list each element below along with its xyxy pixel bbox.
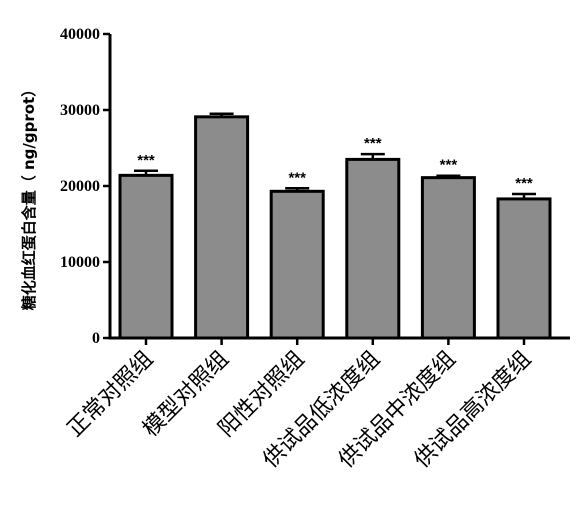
significance-marker: *** bbox=[515, 175, 533, 192]
significance-marker: *** bbox=[288, 169, 306, 186]
y-tick-label: 20000 bbox=[60, 178, 100, 195]
bar-group: *** bbox=[269, 169, 325, 340]
significance-marker: *** bbox=[364, 135, 382, 152]
bar bbox=[118, 173, 174, 340]
y-tick-label: 0 bbox=[92, 330, 100, 347]
bar bbox=[194, 115, 250, 340]
y-tick-label: 40000 bbox=[60, 26, 100, 43]
bar bbox=[269, 189, 325, 340]
y-axis-label: 糖化血红蛋白含量（ ng/gprot） bbox=[20, 82, 38, 310]
bars: *** *** *** *** *** bbox=[118, 112, 552, 340]
significance-marker: *** bbox=[440, 157, 458, 174]
bar bbox=[420, 176, 476, 340]
y-axis: 0 10000 20000 30000 40000 bbox=[60, 26, 112, 347]
bar-group: *** bbox=[420, 157, 476, 340]
bar-group: *** bbox=[496, 175, 552, 340]
bar bbox=[345, 157, 401, 340]
significance-marker: *** bbox=[137, 152, 155, 169]
bar-group bbox=[194, 112, 250, 340]
bar-group: *** bbox=[345, 135, 401, 340]
y-tick-label: 30000 bbox=[60, 102, 100, 119]
bar bbox=[496, 197, 552, 340]
bar-group: *** bbox=[118, 152, 174, 340]
y-tick-label: 10000 bbox=[60, 254, 100, 271]
